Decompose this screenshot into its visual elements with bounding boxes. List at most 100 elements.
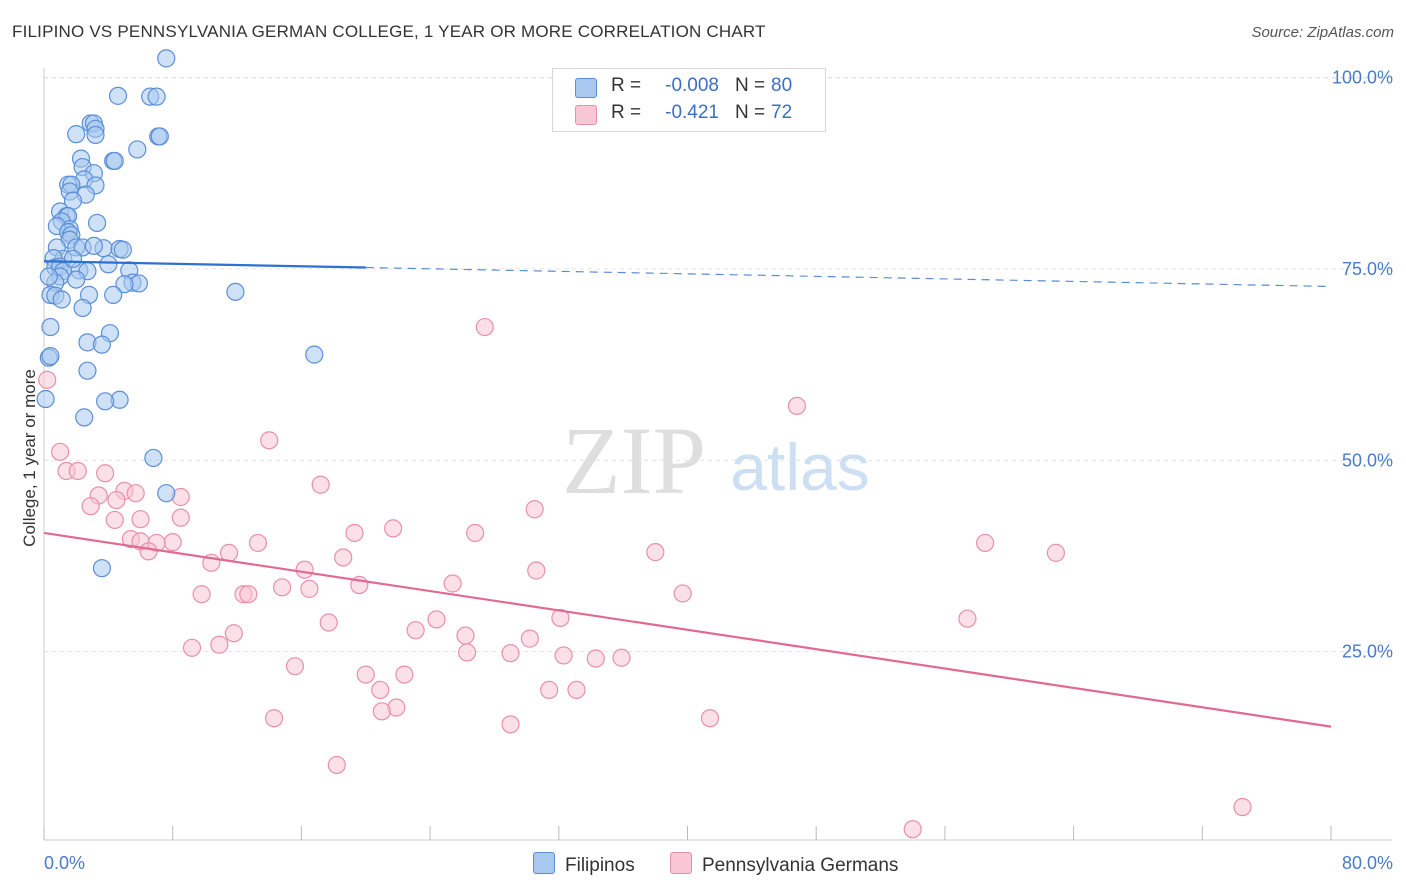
pennsylvania-germans-point [525, 500, 544, 519]
pennsylvania-germans-point [1046, 543, 1066, 562]
filipinos-point [86, 125, 105, 145]
pennsylvania-germans-point [903, 820, 922, 839]
y-tick-label: 75.0% [1342, 259, 1393, 279]
pennsylvania-germans-point [958, 609, 977, 628]
pennsylvania-germans-point [126, 484, 145, 503]
filipinos-point [108, 86, 128, 105]
filipinos-point [226, 282, 245, 301]
series-swatch-pennsylvania-germans [670, 852, 692, 874]
pennsylvania-germans-point [540, 680, 559, 700]
watermark-atlas: atlas [730, 430, 869, 504]
pennsylvania-germans-point [327, 755, 346, 775]
pennsylvania-germans-point [443, 574, 462, 593]
series-legend-filipinos[interactable]: Filipinos [533, 852, 635, 877]
pennsylvania-germans-point [319, 613, 338, 632]
filipinos-point [52, 290, 71, 309]
pennsylvania-germans-point [38, 370, 57, 389]
pennsylvania-germans-point [551, 608, 570, 628]
pennsylvania-germans-point [210, 635, 229, 654]
pennsylvania-germans-point [345, 523, 364, 543]
pennsylvania-germans-point [383, 519, 403, 538]
pennsylvania-germans-point [81, 497, 100, 516]
pennsylvania-germans-trend-line [43, 531, 1332, 728]
filipinos-point [39, 267, 58, 286]
series-label-filipinos: Filipinos [565, 855, 635, 876]
pennsylvania-germans-point [554, 646, 573, 665]
filipinos-trend-line-extension [365, 266, 1332, 288]
filipinos-point [150, 127, 169, 146]
pennsylvania-germans-point [646, 543, 665, 562]
legend-n-value: 80 [771, 75, 793, 96]
pennsylvania-germans-point [295, 560, 314, 579]
pennsylvania-germans-point [224, 624, 243, 643]
correlation-legend: R = -0.008 N = 80 R = -0.421 N = 72 [552, 68, 826, 132]
pennsylvania-germans-point [371, 680, 390, 700]
filipinos-point [144, 448, 163, 468]
pennsylvania-germans-point [1233, 797, 1252, 817]
filipinos-point [105, 151, 124, 171]
filipinos-point [92, 335, 112, 354]
filipinos-point [36, 389, 55, 409]
pennsylvania-germans-point [248, 533, 268, 553]
pennsylvania-germans-point [787, 396, 806, 415]
trend-lines [43, 260, 1332, 728]
pennsylvania-germans-point [466, 523, 485, 543]
pennsylvania-germans-point [586, 649, 605, 668]
legend-r-value: -0.008 [665, 75, 719, 96]
legend-n-value: 72 [771, 102, 793, 123]
chart-title: FILIPINO VS PENNSYLVANIA GERMAN COLLEGE,… [12, 22, 766, 41]
legend-row-pennsylvania-germans: R = -0.421 N = 72 [553, 101, 825, 127]
legend-swatch-filipinos [575, 78, 597, 98]
pennsylvania-germans-point [612, 648, 631, 667]
pennsylvania-germans-point [356, 665, 375, 684]
series-swatch-filipinos [533, 852, 555, 874]
legend-n-label: N = [735, 75, 766, 96]
y-tick-label: 25.0% [1342, 642, 1393, 662]
legend-row-filipinos: R = -0.008 N = 80 [553, 74, 825, 100]
pennsylvania-germans-point [272, 578, 292, 597]
filipinos-point [128, 140, 147, 159]
filipinos-point [99, 255, 118, 274]
pennsylvania-germans-point [673, 584, 692, 603]
filipinos-point [157, 484, 176, 503]
pennsylvania-germans-point [260, 431, 279, 450]
legend-r-label: R = [611, 102, 642, 123]
filipinos-point [92, 559, 112, 578]
series-legend-pennsylvania-germans[interactable]: Pennsylvania Germans [670, 852, 898, 877]
y-tick-label: 50.0% [1342, 450, 1393, 470]
filipinos-point [63, 249, 83, 269]
pennsylvania-germans-points [38, 317, 1252, 839]
pennsylvania-germans-point [395, 665, 414, 684]
filipinos-point [75, 408, 94, 427]
pennsylvania-germans-point [501, 644, 520, 663]
axis-layer [43, 68, 1392, 841]
pennsylvania-germans-point [192, 585, 211, 604]
filipinos-point [104, 285, 123, 305]
pennsylvania-germans-point [406, 621, 425, 640]
legend-swatch-pennsylvania-germans [575, 105, 597, 125]
x-tick-label-min: 0.0% [44, 853, 85, 873]
filipinos-point [305, 345, 324, 364]
chart-source: Source: ZipAtlas.com [1251, 24, 1394, 41]
pennsylvania-germans-point [475, 317, 494, 337]
pennsylvania-germans-point [334, 548, 353, 567]
watermark-zip: ZIP [562, 407, 706, 514]
filipinos-point [41, 317, 60, 337]
filipinos-point [147, 87, 166, 106]
pennsylvania-germans-point [501, 715, 520, 734]
pennsylvania-germans-point [171, 508, 190, 527]
pennsylvania-germans-point [182, 638, 202, 657]
pennsylvania-germans-point [96, 464, 115, 483]
filipinos-point [67, 125, 86, 144]
pennsylvania-germans-point [239, 585, 258, 604]
legend-n-label: N = [735, 102, 766, 123]
pennsylvania-germans-point [131, 510, 150, 529]
pennsylvania-germans-point [372, 702, 391, 721]
pennsylvania-germans-point [107, 490, 126, 510]
grid-layer [44, 77, 1392, 653]
filipinos-points [36, 49, 324, 578]
legend-r-value: -0.421 [665, 102, 719, 123]
pennsylvania-germans-point [976, 533, 995, 553]
filipinos-point [84, 236, 103, 256]
filipinos-point [87, 213, 107, 233]
